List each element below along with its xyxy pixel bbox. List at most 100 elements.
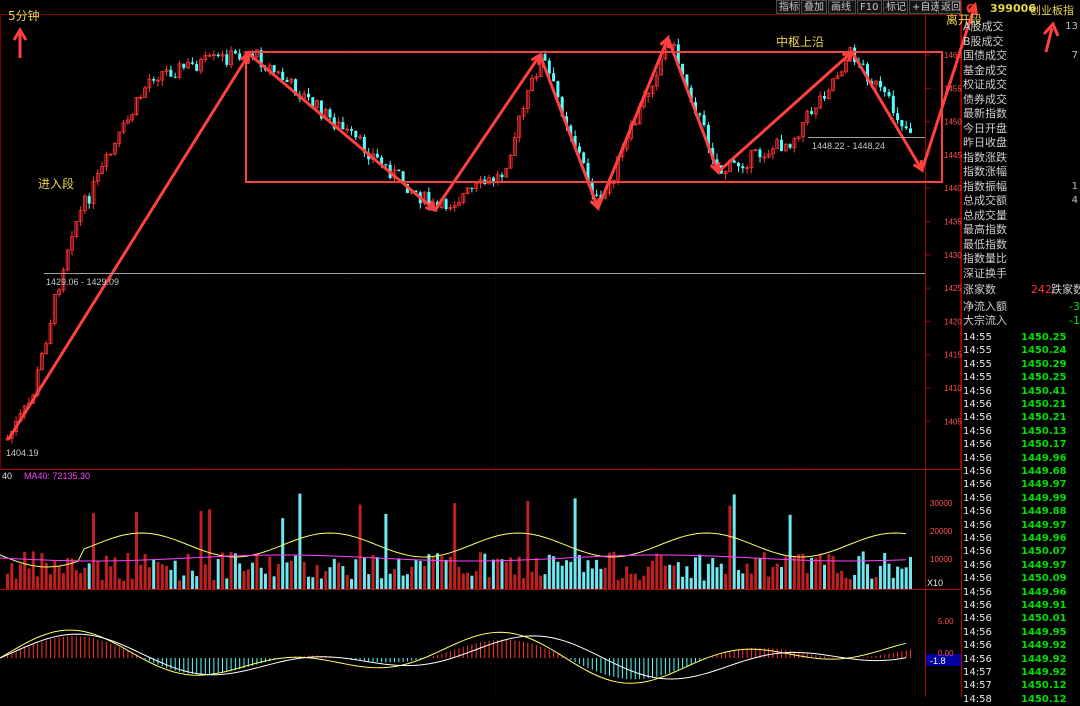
- volume-bar: [612, 551, 616, 589]
- volume-bar: [410, 566, 414, 589]
- pivot-box: [245, 51, 943, 183]
- volume-bar: [66, 558, 70, 589]
- volume-bar: [203, 564, 207, 589]
- volume-bar: [513, 574, 517, 589]
- trend-arrow-line: [666, 37, 720, 173]
- price-axis-label: 1455: [944, 84, 962, 93]
- info-label: A股成交: [963, 20, 1004, 33]
- volume-ma-label: MA40: 72135.30: [24, 471, 90, 481]
- tick-row: 14:55 1450.25: [963, 371, 1067, 384]
- price-axis-label: 1420: [944, 317, 962, 326]
- toolbar-draw-button[interactable]: 画线: [828, 0, 856, 14]
- candle-body: [78, 210, 83, 222]
- tick-row: 14:58 1450.12: [963, 693, 1067, 706]
- candle-body: [883, 87, 887, 92]
- price-axis-label: 1410: [944, 384, 962, 393]
- volume-bar: [534, 558, 538, 589]
- tick-row: 14:56 1449.97: [963, 478, 1067, 491]
- tick-row: 14:56 1449.96: [963, 532, 1067, 545]
- volume-bar: [388, 573, 392, 589]
- candle-body: [44, 343, 49, 354]
- volume-bar: [719, 563, 723, 589]
- tick-time: 14:56: [963, 439, 992, 451]
- volume-bar: [208, 509, 212, 589]
- tick-price: 1449.88: [1021, 506, 1067, 518]
- tick-time: 14:56: [963, 399, 992, 410]
- volume-bar: [302, 562, 306, 589]
- volume-bar: [874, 577, 878, 589]
- toolbar-mark-button[interactable]: 标记: [883, 0, 908, 14]
- volume-bar: [113, 557, 117, 589]
- candle-body: [289, 78, 294, 83]
- volume-bar: [909, 556, 912, 589]
- volume-bar: [762, 552, 766, 589]
- candle-body: [753, 149, 758, 151]
- candle-body: [117, 131, 122, 144]
- volume-bar: [758, 558, 762, 589]
- volume-bar: [221, 552, 224, 589]
- volume-bar: [891, 577, 895, 589]
- candle-body: [874, 80, 878, 85]
- volume-bar: [139, 564, 143, 589]
- volume-bar: [328, 567, 332, 589]
- volume-bar: [31, 551, 35, 589]
- macd-axis-label: 5.00: [938, 617, 954, 626]
- volume-bar: [74, 570, 78, 589]
- tick-time: 14:55: [963, 358, 992, 370]
- exit-segment-label: 离开段: [946, 12, 982, 27]
- volume-bar: [440, 556, 444, 589]
- volume-bar: [109, 566, 113, 589]
- volume-bar: [36, 576, 40, 589]
- info-value: 13: [1065, 21, 1078, 32]
- candle-body: [186, 61, 191, 69]
- info-label: 债券成交: [963, 92, 1007, 106]
- info-label: B股成交: [963, 34, 1004, 48]
- candle-body: [177, 63, 182, 78]
- tick-row: 14:57 1449.92: [963, 666, 1067, 679]
- tick-price: 1450.17: [1021, 439, 1067, 451]
- tick-row: 14:56 1449.96: [963, 452, 1067, 465]
- volume-bar: [289, 560, 293, 589]
- period-label[interactable]: 5分钟: [8, 8, 40, 23]
- tick-price: 1450.09: [1021, 573, 1067, 585]
- candle-body: [182, 63, 186, 68]
- candle-body: [909, 128, 912, 133]
- tick-time: 14:56: [963, 492, 992, 504]
- volume-bar: [242, 570, 246, 589]
- volume-bar: [160, 564, 164, 589]
- volume-bar: [169, 569, 173, 589]
- candle-body: [826, 90, 831, 99]
- candle-body: [771, 148, 775, 155]
- volume-bar: [466, 572, 470, 589]
- price-axis-label: 1460: [944, 51, 962, 60]
- tick-price: 1450.25: [1021, 332, 1067, 343]
- volume-bar: [603, 567, 607, 589]
- volume-bar: [569, 561, 573, 589]
- candle-body: [547, 60, 551, 74]
- toolbar-f10-button[interactable]: F10: [857, 0, 882, 14]
- volume-bar: [79, 572, 83, 589]
- candle-body: [805, 110, 810, 123]
- candle-body: [190, 62, 194, 64]
- volume-bar: [147, 567, 151, 589]
- tick-price: 1449.97: [1021, 479, 1067, 491]
- candle-body: [513, 137, 517, 156]
- info-value: 1: [1071, 180, 1078, 192]
- volume-axis-label: 20000: [930, 527, 953, 536]
- volume-bar: [229, 552, 233, 589]
- toolbar-watchlist-button[interactable]: +自选: [909, 0, 940, 14]
- candle-body: [543, 54, 547, 61]
- candle-body: [461, 193, 466, 203]
- volume-bar: [659, 554, 663, 589]
- toolbar-indicator-button[interactable]: 指标: [776, 0, 800, 14]
- volume-bar: [530, 571, 534, 589]
- toolbar-overlay-button[interactable]: 叠加: [801, 0, 827, 14]
- volume-bar: [801, 553, 805, 589]
- toolbar-back-button[interactable]: 返回: [938, 0, 961, 14]
- tick-time: 14:56: [963, 640, 992, 652]
- candle-body: [152, 79, 156, 81]
- volume-bar: [354, 559, 358, 589]
- volume-bar: [547, 554, 551, 589]
- macd-dif-line: [0, 633, 907, 680]
